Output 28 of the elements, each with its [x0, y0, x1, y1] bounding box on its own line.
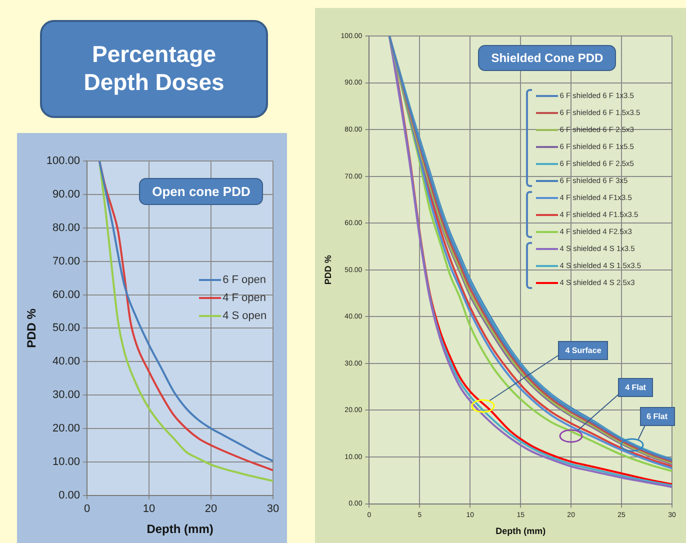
annotation: 4 Flat	[618, 378, 653, 397]
y-tick-label: 10.00	[52, 456, 80, 468]
y-axis-title: PDD %	[322, 255, 333, 285]
y-tick-label: 60.00	[52, 288, 80, 301]
x-axis-title: Depth (mm)	[496, 526, 546, 536]
y-tick-label: 20.00	[52, 422, 80, 435]
x-tick-label: 30	[266, 503, 280, 516]
y-axis-title: PDD %	[24, 308, 39, 348]
y-tick-label: 70.00	[52, 255, 80, 268]
y-tick-label: 50.00	[52, 322, 80, 334]
annotation: 4 Surface	[558, 340, 608, 360]
y-tick-label: 100.00	[46, 155, 80, 168]
y-tick-label: 80.00	[52, 222, 80, 234]
y-tick-label: 30.00	[52, 389, 80, 402]
x-tick-label: 20	[204, 503, 218, 516]
y-tick-label: 90.00	[52, 188, 80, 200]
legend-label: 4 F open	[222, 292, 266, 304]
y-tick-label: 40.00	[52, 356, 80, 368]
legend-label: 6 F open	[222, 274, 266, 286]
y-tick-label: 0.00	[58, 489, 80, 502]
x-axis-title: Depth (mm)	[146, 522, 214, 536]
annotation: 6 Flat	[640, 407, 675, 426]
x-tick-label: 0	[84, 503, 90, 516]
text: Open cone PDD	[139, 178, 264, 205]
legend-label: 4 S open	[222, 310, 267, 322]
x-tick-label: 10	[142, 503, 156, 516]
text: Shielded Cone PDD	[478, 45, 616, 72]
text: Percentage Depth Doses	[40, 20, 268, 118]
